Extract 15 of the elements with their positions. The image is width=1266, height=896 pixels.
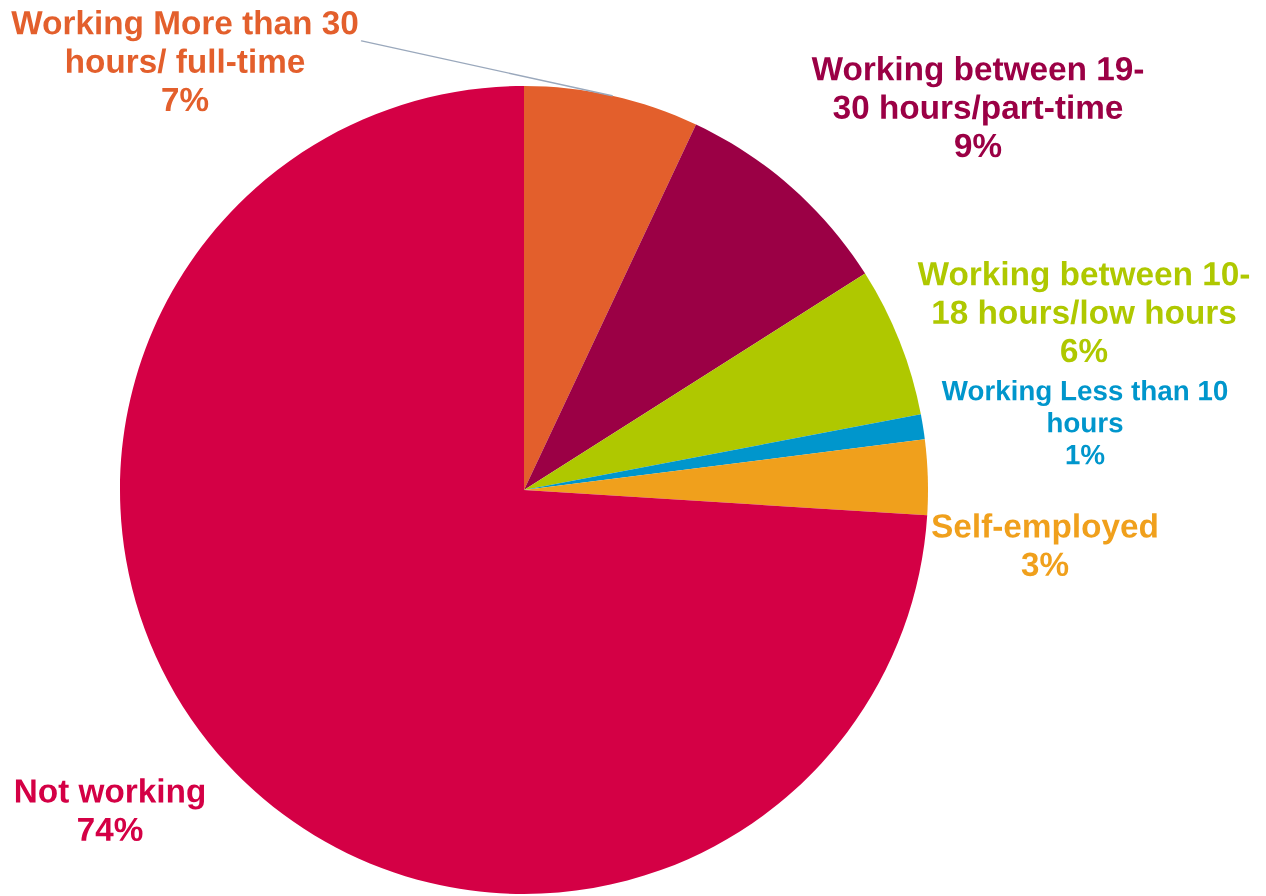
slice-label: Working between 10- 18 hours/low hours bbox=[917, 261, 1250, 325]
data-label: 7% bbox=[162, 87, 209, 112]
data-label: 1% bbox=[1066, 444, 1105, 465]
slice-label: Working between 19- 30 hours/part-time bbox=[811, 56, 1144, 126]
data-label: 9% bbox=[955, 133, 1002, 158]
slice-label: Working Less than 10 hours bbox=[941, 380, 1228, 433]
data-label: 6% bbox=[1061, 338, 1108, 363]
slice-label: Not working bbox=[15, 778, 205, 810]
pie-slice bbox=[524, 414, 925, 490]
pie-slice bbox=[524, 86, 697, 490]
data-label: 74% bbox=[78, 817, 143, 842]
data-label: 3% bbox=[1021, 552, 1069, 577]
pie-slice bbox=[524, 124, 866, 490]
slice-label: Self-employed bbox=[932, 513, 1157, 545]
slice-label: Working More than 30 hours/ full-time bbox=[11, 10, 358, 74]
